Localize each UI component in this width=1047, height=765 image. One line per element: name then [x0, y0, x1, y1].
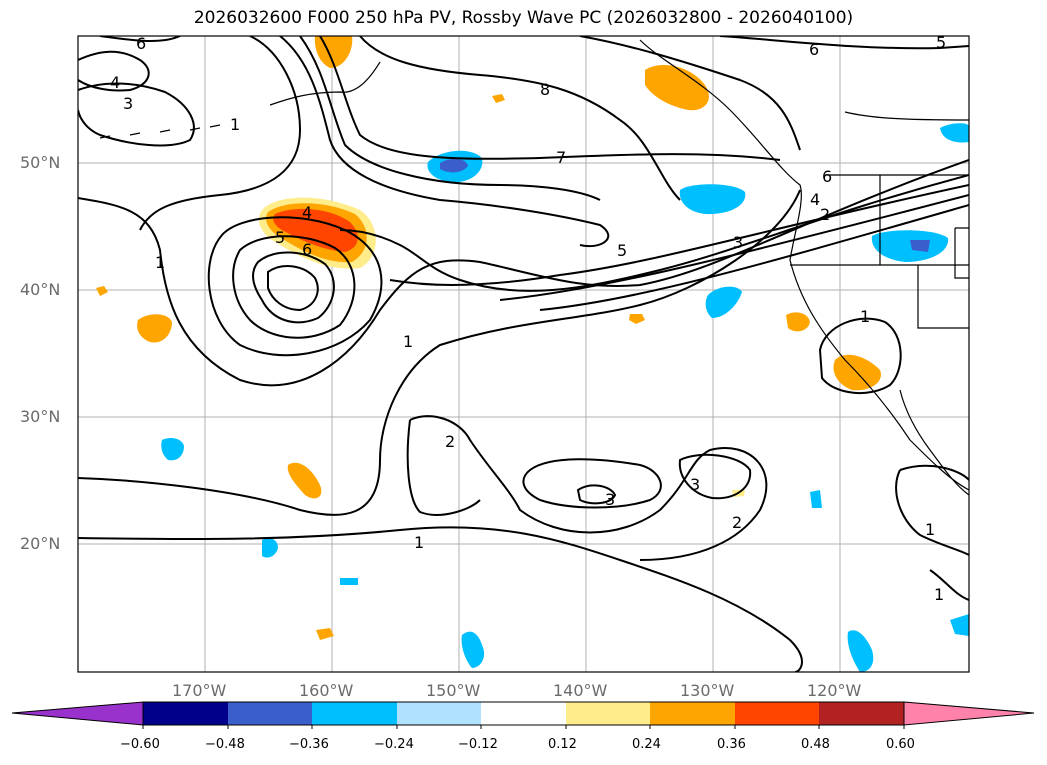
contour-label: 1	[860, 307, 870, 326]
contour-label: 4	[810, 190, 820, 209]
lat-label-30n: 30°N	[20, 407, 61, 426]
colorbar-bin	[735, 702, 819, 725]
colorbar-high-extend	[903, 701, 1035, 726]
colorbar-tick-label: −0.48	[205, 737, 245, 752]
contour-label: 5	[936, 33, 946, 52]
contour-label: 7	[556, 148, 566, 167]
contour-label: 1	[230, 115, 240, 134]
contour-labels: 6 4 3 1 8 7 6 4 2 3 5 4 5 6 1 1 1 2 3 3 …	[110, 33, 946, 604]
contour-label: 2	[732, 513, 742, 532]
colorbar-tick-label: −0.36	[289, 737, 329, 752]
colorbar-tick-label: 0.12	[548, 737, 577, 752]
lon-label-140w: 140°W	[553, 681, 608, 700]
colorbar-bin	[228, 702, 312, 725]
lon-label-130w: 130°W	[680, 681, 735, 700]
colorbar-bin	[819, 702, 904, 725]
colorbar-bin	[143, 702, 228, 725]
anomaly-negative-great-basin	[871, 230, 949, 262]
contour-label: 1	[403, 332, 413, 351]
lat-label-40n: 40°N	[20, 280, 61, 299]
lon-label-150w: 150°W	[426, 681, 481, 700]
lon-label-160w: 160°W	[299, 681, 354, 700]
colorbar-bin	[650, 702, 735, 725]
colorbar-tick-label: −0.60	[120, 737, 160, 752]
contour-label: 6	[302, 240, 312, 259]
contour-label: 4	[110, 73, 120, 92]
anomaly-positive-w-pacific	[137, 314, 172, 343]
map-border	[77, 35, 970, 673]
contour-label: 1	[155, 253, 165, 272]
coastlines	[99, 39, 969, 496]
negative-anomaly-shading	[161, 123, 969, 672]
anomaly-negative-offshore	[679, 184, 746, 215]
contour-label: 1	[934, 585, 944, 604]
colorbar-tick-label: −0.24	[374, 737, 414, 752]
colorbar-border	[142, 701, 905, 726]
anomaly-positive-subtropic	[287, 462, 322, 499]
contour-label: 8	[540, 80, 550, 99]
contour-label: 3	[123, 94, 133, 113]
lat-label-20n: 20°N	[20, 534, 61, 553]
colorbar-tick-label: −0.12	[458, 737, 498, 752]
colorbar-low-extend	[11, 701, 144, 726]
lat-label-50n: 50°N	[20, 153, 61, 172]
chart-title: 2026032600 F000 250 hPa PV, Rossby Wave …	[193, 8, 854, 28]
lon-label-120w: 120°W	[807, 681, 862, 700]
contour-label: 1	[925, 520, 935, 539]
contour-label: 3	[690, 475, 700, 494]
contour-label: 3	[733, 233, 743, 252]
contour-label: 6	[809, 40, 819, 59]
colorbar	[11, 701, 1035, 729]
contour-label: 5	[275, 228, 285, 247]
contour-label: 2	[445, 432, 455, 451]
colorbar-bin	[312, 702, 397, 725]
contour-label: 1	[414, 533, 424, 552]
anomaly-positive-bc-coast	[645, 65, 709, 111]
colorbar-bin	[566, 702, 650, 725]
colorbar-bin	[481, 702, 566, 725]
contour-label: 6	[822, 167, 832, 186]
colorbar-tick-label: 0.24	[632, 737, 661, 752]
colorbar-tick-label: 0.48	[801, 737, 830, 752]
colorbar-bin	[397, 702, 481, 725]
anomaly-positive-offshore	[786, 312, 810, 332]
contour-label: 3	[605, 490, 615, 509]
contour-label: 5	[617, 241, 627, 260]
colorbar-tick-label: 0.60	[886, 737, 915, 752]
pv-contours	[78, 36, 969, 672]
anomaly-positive-gulf-alaska-core	[273, 208, 358, 252]
contour-label: 4	[302, 203, 312, 222]
contour-label: 6	[136, 34, 146, 53]
map-background	[78, 36, 969, 672]
contour-label: 2	[820, 205, 830, 224]
lon-label-170w: 170°W	[172, 681, 227, 700]
colorbar-tick-label: 0.36	[717, 737, 746, 752]
